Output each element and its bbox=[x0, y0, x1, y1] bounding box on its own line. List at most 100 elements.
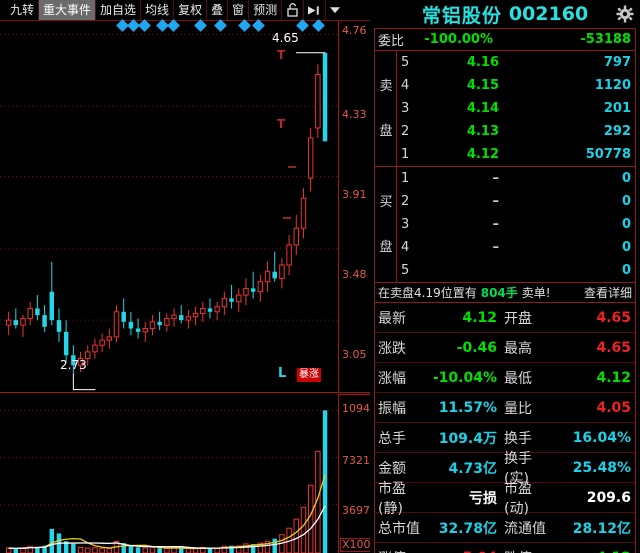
price-tick-label: 3.48 bbox=[342, 268, 367, 281]
toolbar-button-5[interactable]: 叠 bbox=[207, 0, 229, 20]
stat-value-left: 109.4万 bbox=[438, 430, 497, 447]
sell-level-volume: 1120 bbox=[594, 78, 631, 93]
stat-label-left: 振幅 bbox=[378, 400, 406, 417]
sell-level-level: 1 bbox=[401, 147, 410, 162]
stat-value-right: 4.05 bbox=[596, 399, 631, 416]
sell-level-level: 2 bbox=[401, 124, 410, 139]
weibi-label: 委比 bbox=[378, 34, 405, 49]
sell-level-price: 4.14 bbox=[466, 101, 499, 116]
buy-level-volume: 0 bbox=[621, 240, 631, 255]
stat-row-7: 总市值 32.78亿 流通值 28.12亿 bbox=[375, 513, 635, 543]
price-tick-label: 3.91 bbox=[342, 188, 367, 201]
stock-header: 常铝股份 002160 bbox=[370, 0, 640, 28]
buy-rows: 1–0 2–0 3–0 4–0 5 0 bbox=[397, 167, 635, 282]
toolbar-button-1[interactable]: 重大事件 bbox=[39, 0, 97, 20]
buy-level-level: 2 bbox=[401, 194, 410, 209]
sell-level-row[interactable]: 3 4.14 201 bbox=[397, 97, 635, 120]
high-price-label: 4.65 bbox=[272, 31, 299, 45]
sell-level-row[interactable]: 4 4.15 1120 bbox=[397, 74, 635, 97]
sell-level-level: 5 bbox=[401, 55, 410, 70]
view-detail-link[interactable]: 查看详细 bbox=[583, 286, 632, 300]
toolbar-button-4[interactable]: 复权 bbox=[174, 0, 208, 20]
gear-icon[interactable] bbox=[616, 5, 634, 23]
stat-label-right: 市盈(动) bbox=[504, 480, 532, 517]
buy-level-volume: 0 bbox=[621, 217, 631, 232]
stat-label-left: 涨幅 bbox=[378, 370, 406, 387]
stat-value-left: -0.46 bbox=[456, 339, 497, 356]
order-book-box: 委比 -100.00% -53188 卖 盘 5 4.16 797 4 4.15 1120… bbox=[374, 28, 636, 553]
stat-row-2: 涨幅 -10.04% 最低 4.12 bbox=[375, 363, 635, 393]
buy-level-volume: 0 bbox=[621, 263, 631, 278]
sell-level-volume: 201 bbox=[603, 101, 631, 116]
sell-level-level: 4 bbox=[401, 78, 410, 93]
chart-divider bbox=[0, 392, 370, 393]
stat-value-right: 25.48% bbox=[572, 459, 631, 476]
stat-label-right: 开盘 bbox=[504, 310, 532, 327]
unlock-icon[interactable] bbox=[282, 0, 305, 20]
low-price-label: 2.73 bbox=[60, 358, 87, 372]
stat-label-left: 总市值 bbox=[378, 520, 420, 537]
buy-level-price: – bbox=[492, 217, 500, 232]
stat-label-left: 总手 bbox=[378, 430, 406, 447]
buy-label-char1: 买 bbox=[379, 195, 393, 210]
stat-label-right: 最高 bbox=[504, 340, 532, 357]
toolbar-button-2[interactable]: 加自选 bbox=[96, 0, 142, 20]
volume-tick-label: 10944 bbox=[342, 402, 377, 415]
sell-level-row[interactable]: 5 4.16 797 bbox=[397, 51, 635, 74]
stat-value-right: 16.04% bbox=[572, 429, 631, 446]
buy-level-row[interactable]: 2 – 0 bbox=[397, 190, 635, 213]
buy-level-level: 3 bbox=[401, 217, 410, 232]
stat-label-left: 涨跌 bbox=[378, 340, 406, 357]
stat-row-5: 金额 4.73亿 换手(实) 25.48% bbox=[375, 451, 635, 487]
toolbar-button-6[interactable]: 窗 bbox=[228, 0, 250, 20]
stat-row-3: 振幅 11.57% 量比 4.05 bbox=[375, 393, 635, 423]
jump-to-end-icon[interactable] bbox=[304, 0, 327, 20]
candlestick-chart[interactable] bbox=[0, 21, 338, 392]
volume-tick-label: 7321 bbox=[342, 454, 370, 467]
stat-row-8: 涨停5.04跌停4.12 bbox=[375, 543, 635, 553]
stat-label-right: 最低 bbox=[504, 370, 532, 387]
buy-level-row[interactable]: 3 – 0 bbox=[397, 213, 635, 236]
buy-level-price: – bbox=[492, 194, 500, 209]
sell-level-row[interactable]: 2 4.13 292 bbox=[397, 120, 635, 143]
stat-row-0: 最新 4.12 开盘 4.65 bbox=[375, 303, 635, 333]
buy-label-char2: 盘 bbox=[379, 240, 393, 255]
stat-value-right: 4.65 bbox=[596, 339, 631, 356]
stat-value-right: 4.65 bbox=[596, 309, 631, 326]
sell-level-volume: 292 bbox=[603, 124, 631, 139]
low-marker: L bbox=[278, 366, 287, 381]
toolbar-button-0[interactable]: 九转 bbox=[6, 0, 40, 20]
alert-text-before: 在卖盘4.19位置有 bbox=[378, 286, 477, 300]
book-separator bbox=[375, 166, 635, 167]
price-axis: 4.76 4.33 3.91 3.48 3.05 bbox=[338, 21, 370, 392]
stock-name: 常铝股份 bbox=[421, 4, 502, 27]
alert-text-after: 卖单! bbox=[521, 286, 551, 300]
t-marker-top: T bbox=[277, 48, 286, 62]
volume-chart[interactable] bbox=[0, 394, 338, 553]
order-alert-bar[interactable]: 在卖盘4.19位置有 804手 卖单! 查看详细 bbox=[375, 282, 635, 303]
sell-rows: 5 4.16 797 4 4.15 1120 3 4.14 201 2 4.13 292 1 4.12 50… bbox=[397, 51, 635, 166]
chart-pane: 九转 重大事件 加自选 均线 复权叠窗预测 4.76 4.33 3.91 3.48 3.05 X… bbox=[0, 0, 377, 553]
buy-level-row[interactable]: 1 – 0 bbox=[397, 167, 635, 190]
stat-label-right: 换手(实) bbox=[504, 450, 532, 487]
sell-level-row[interactable]: 1 4.12 50778 bbox=[397, 143, 635, 166]
price-tick-label: 4.76 bbox=[342, 24, 367, 37]
toolbar-button-7[interactable]: 预测 bbox=[249, 0, 283, 20]
volume-axis: X100 10944 7321 3697 bbox=[338, 394, 377, 553]
t-marker-mid: T bbox=[277, 117, 286, 131]
chevron-down-icon[interactable] bbox=[326, 0, 344, 20]
toolbar-button-3[interactable]: 均线 bbox=[141, 0, 175, 20]
stats-table: 最新 4.12 开盘 4.65 涨跌 -0.46 最高 4.65 涨幅 -10.04% 最低 4.12… bbox=[375, 303, 635, 553]
stat-value-left: 5.04 bbox=[427, 550, 500, 553]
sell-level-price: 4.15 bbox=[466, 78, 499, 93]
stat-label-right: 换手 bbox=[504, 430, 532, 447]
stat-label-left: 涨停 bbox=[375, 548, 427, 553]
volume-tick-label: 3697 bbox=[342, 504, 370, 517]
buy-level-volume: 0 bbox=[621, 194, 631, 209]
buy-level-row[interactable]: 4 – 0 bbox=[397, 236, 635, 259]
stat-value-right: 209.6 bbox=[586, 489, 631, 506]
price-tick-label: 4.33 bbox=[342, 108, 367, 121]
stat-label-right: 跌停 bbox=[500, 548, 556, 553]
